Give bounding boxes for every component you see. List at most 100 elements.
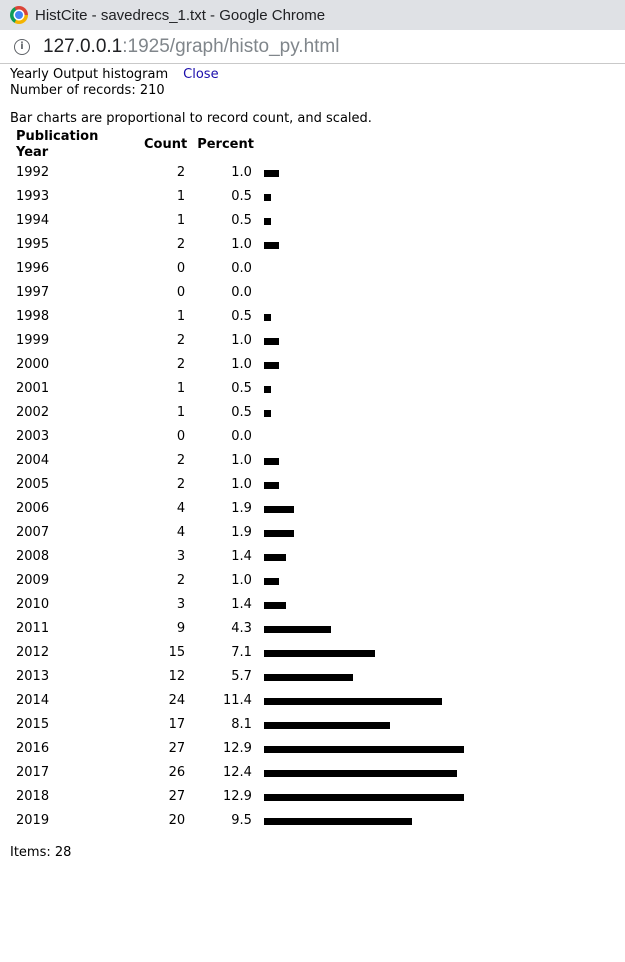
table-row: 2011 9 4.3 (10, 617, 470, 641)
count-cell: 1 (176, 405, 186, 420)
year-cell: 2008 (16, 549, 50, 564)
year-cell: 2004 (16, 453, 50, 468)
percent-cell: 0.0 (231, 429, 252, 444)
year-cell: 1998 (16, 309, 50, 324)
year-cell: 2002 (16, 405, 50, 420)
bar-cell (258, 497, 470, 521)
year-cell: 1999 (16, 333, 50, 348)
bar-cell (258, 449, 470, 473)
bar-cell (258, 809, 470, 833)
count-cell: 1 (176, 381, 186, 396)
count-cell: 3 (176, 549, 186, 564)
count-cell: 9 (176, 621, 186, 636)
url-path[interactable]: :1925/graph/histo_py.html (122, 35, 340, 57)
count-cell: 1 (176, 213, 186, 228)
percent-cell: 1.0 (231, 357, 252, 372)
percent-cell: 0.5 (231, 381, 252, 396)
table-row: 2013 12 5.7 (10, 665, 470, 689)
histogram-bar (263, 769, 457, 777)
bar-cell (258, 665, 470, 689)
histogram-bar (263, 313, 271, 321)
close-link[interactable]: Close (183, 67, 219, 82)
year-cell: 1994 (16, 213, 50, 228)
percent-cell: 1.0 (231, 453, 252, 468)
header-year: Publication Year (16, 129, 99, 160)
bar-cell (258, 617, 470, 641)
bar-cell (258, 401, 470, 425)
percent-cell: 0.0 (231, 261, 252, 276)
year-cell: 2006 (16, 501, 50, 516)
histogram-table: Publication Year Count Percent 1992 2 1.0 1… (10, 129, 470, 833)
histogram-bar (263, 409, 271, 417)
heading-line: Yearly Output histogram Close (10, 67, 615, 83)
chrome-logo-icon (10, 6, 28, 24)
histogram-bar (263, 361, 279, 369)
header-count: Count (144, 137, 188, 152)
histogram-bar (263, 577, 279, 585)
bar-cell (258, 713, 470, 737)
histogram-bar (263, 553, 286, 561)
histogram-bar (263, 745, 464, 753)
histogram-bar (263, 673, 353, 681)
table-header-row: Publication Year Count Percent (10, 129, 470, 161)
bar-cell (258, 377, 470, 401)
table-row: 2015 17 8.1 (10, 713, 470, 737)
table-row: 2002 1 0.5 (10, 401, 470, 425)
year-cell: 2019 (16, 813, 50, 828)
table-row: 2001 1 0.5 (10, 377, 470, 401)
histogram-bar (263, 505, 294, 513)
count-cell: 12 (168, 669, 186, 684)
table-row: 2007 4 1.9 (10, 521, 470, 545)
percent-cell: 0.5 (231, 309, 252, 324)
percent-cell: 1.9 (231, 525, 252, 540)
count-cell: 27 (168, 741, 186, 756)
bar-cell (258, 521, 470, 545)
year-cell: 2007 (16, 525, 50, 540)
percent-cell: 0.5 (231, 213, 252, 228)
table-row: 1993 1 0.5 (10, 185, 470, 209)
year-cell: 1992 (16, 165, 50, 180)
bar-cell (258, 281, 470, 305)
histogram-bar (263, 217, 271, 225)
percent-cell: 4.3 (231, 621, 252, 636)
bar-cell (258, 761, 470, 785)
table-row: 2000 2 1.0 (10, 353, 470, 377)
percent-cell: 5.7 (231, 669, 252, 684)
count-cell: 2 (176, 477, 186, 492)
window-title: HistCite - savedrecs_1.txt - Google Chro… (35, 6, 326, 24)
scale-note: Bar charts are proportional to record co… (10, 111, 372, 126)
year-cell: 2013 (16, 669, 50, 684)
count-cell: 17 (168, 717, 186, 732)
year-cell: 2003 (16, 429, 50, 444)
table-row: 1994 1 0.5 (10, 209, 470, 233)
header-percent: Percent (197, 137, 254, 152)
year-cell: 2014 (16, 693, 50, 708)
count-cell: 27 (168, 789, 186, 804)
page-content: Yearly Output histogram Close Number of … (0, 64, 625, 861)
year-cell: 2000 (16, 357, 50, 372)
header-bar (258, 129, 470, 161)
url-host[interactable]: 127.0.0.1 (43, 35, 123, 57)
count-cell: 2 (176, 453, 186, 468)
table-row: 1997 0 0.0 (10, 281, 470, 305)
address-bar[interactable]: i 127.0.0.1:1925/graph/histo_py.html (0, 30, 625, 64)
count-cell: 15 (168, 645, 186, 660)
count-cell: 24 (168, 693, 186, 708)
table-row: 2006 4 1.9 (10, 497, 470, 521)
year-cell: 2015 (16, 717, 50, 732)
count-cell: 2 (176, 165, 186, 180)
histogram-bar (263, 649, 375, 657)
table-row: 2014 24 11.4 (10, 689, 470, 713)
histogram-bar (263, 529, 294, 537)
bar-cell (258, 257, 470, 281)
table-row: 2019 20 9.5 (10, 809, 470, 833)
table-row: 2005 2 1.0 (10, 473, 470, 497)
bar-cell (258, 305, 470, 329)
year-cell: 2001 (16, 381, 50, 396)
table-row: 2018 27 12.9 (10, 785, 470, 809)
percent-cell: 9.5 (231, 813, 252, 828)
bar-cell (258, 209, 470, 233)
info-icon[interactable]: i (14, 38, 30, 55)
count-cell: 1 (176, 309, 186, 324)
histogram-bar (263, 697, 442, 705)
